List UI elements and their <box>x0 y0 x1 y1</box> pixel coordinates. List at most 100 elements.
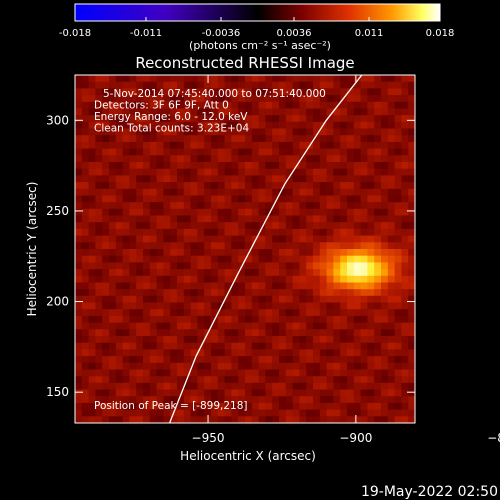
heatmap-cell <box>251 329 259 337</box>
heatmap-cell <box>265 416 273 423</box>
heatmap-cell <box>204 182 212 190</box>
heatmap-cell <box>251 369 259 377</box>
heatmap-cell <box>285 269 293 277</box>
heatmap-cell <box>163 235 171 243</box>
heatmap-cell <box>347 389 355 397</box>
heatmap-cell <box>313 309 321 317</box>
heatmap-cell <box>149 362 157 370</box>
heatmap-cell <box>374 282 382 290</box>
heatmap-cell <box>306 81 314 89</box>
heatmap-cell <box>163 95 171 103</box>
heatmap-cell <box>251 322 259 330</box>
heatmap-cell <box>183 141 191 149</box>
heatmap-cell <box>251 128 259 136</box>
heatmap-cell <box>245 262 253 270</box>
heatmap-cell <box>408 188 415 196</box>
heatmap-cell <box>75 336 83 344</box>
heatmap-cell <box>285 409 293 417</box>
heatmap-cell <box>272 295 280 303</box>
heatmap-cell <box>272 249 280 257</box>
heatmap-cell <box>211 188 219 196</box>
heatmap-cell <box>170 389 178 397</box>
heatmap-cell <box>394 349 402 357</box>
heatmap-cell <box>367 342 375 350</box>
heatmap-cell <box>88 75 96 83</box>
heatmap-cell <box>95 295 103 303</box>
heatmap-cell <box>306 195 314 203</box>
heatmap-cell <box>394 175 402 183</box>
heatmap-cell <box>81 168 89 176</box>
heatmap-cell <box>408 215 415 223</box>
heatmap-cell <box>115 349 123 357</box>
heatmap-cell <box>387 182 395 190</box>
heatmap-cell <box>81 249 89 257</box>
heatmap-cell <box>156 101 164 109</box>
heatmap-cell <box>102 315 110 323</box>
heatmap-cell <box>306 262 314 270</box>
heatmap-cell <box>340 202 348 210</box>
heatmap-cell <box>122 235 130 243</box>
heatmap-cell <box>306 228 314 236</box>
heatmap-cell <box>245 101 253 109</box>
heatmap-cell <box>401 175 409 183</box>
heatmap-cell <box>163 416 171 423</box>
heatmap-cell <box>109 195 117 203</box>
heatmap-cell <box>217 101 225 109</box>
heatmap-cell <box>211 228 219 236</box>
heatmap-cell <box>279 356 287 364</box>
heatmap-cell <box>177 195 185 203</box>
heatmap-cell <box>81 356 89 364</box>
heatmap-cell <box>183 329 191 337</box>
heatmap-cell <box>136 362 144 370</box>
heatmap-cell <box>143 255 151 263</box>
heatmap-cell <box>81 302 89 310</box>
heatmap-cell <box>238 302 246 310</box>
heatmap-cell <box>102 175 110 183</box>
heatmap-cell <box>224 168 232 176</box>
heatmap-cell <box>272 148 280 156</box>
heatmap-cell <box>156 121 164 129</box>
heatmap-cell <box>326 396 334 404</box>
heatmap-cell <box>326 342 334 350</box>
heatmap-cell <box>122 255 130 263</box>
heatmap-cell <box>333 289 341 297</box>
heatmap-cell <box>401 95 409 103</box>
heatmap-cell <box>333 309 341 317</box>
heatmap-cell <box>122 108 130 116</box>
heatmap-cell <box>238 208 246 216</box>
heatmap-cell <box>381 148 389 156</box>
heatmap-cell <box>115 342 123 350</box>
heatmap-cell <box>245 349 253 357</box>
heatmap-cell <box>306 162 314 170</box>
heatmap-cell <box>306 389 314 397</box>
heatmap-cell <box>401 208 409 216</box>
heatmap-cell <box>279 228 287 236</box>
heatmap-cell <box>238 108 246 116</box>
heatmap-cell <box>163 275 171 283</box>
heatmap-cell <box>387 302 395 310</box>
heatmap-cell <box>394 342 402 350</box>
heatmap-cell <box>102 249 110 257</box>
heatmap-cell <box>177 322 185 330</box>
heatmap-cell <box>102 309 110 317</box>
heatmap-cell <box>258 228 266 236</box>
heatmap-cell <box>353 262 361 270</box>
heatmap-cell <box>122 162 130 170</box>
heatmap-cell <box>149 242 157 250</box>
heatmap-cell <box>170 135 178 143</box>
heatmap-cell <box>156 208 164 216</box>
heatmap-cell <box>88 188 96 196</box>
heatmap-cell <box>272 262 280 270</box>
heatmap-cell <box>177 101 185 109</box>
heatmap-cell <box>190 336 198 344</box>
heatmap-cell <box>115 376 123 384</box>
heatmap-cell <box>265 402 273 410</box>
heatmap-cell <box>217 75 225 83</box>
heatmap-cell <box>347 409 355 417</box>
heatmap-cell <box>217 208 225 216</box>
heatmap-cell <box>115 115 123 123</box>
heatmap-cell <box>170 75 178 83</box>
heatmap-cell <box>88 135 96 143</box>
heatmap-cell <box>401 329 409 337</box>
heatmap-cell <box>306 168 314 176</box>
